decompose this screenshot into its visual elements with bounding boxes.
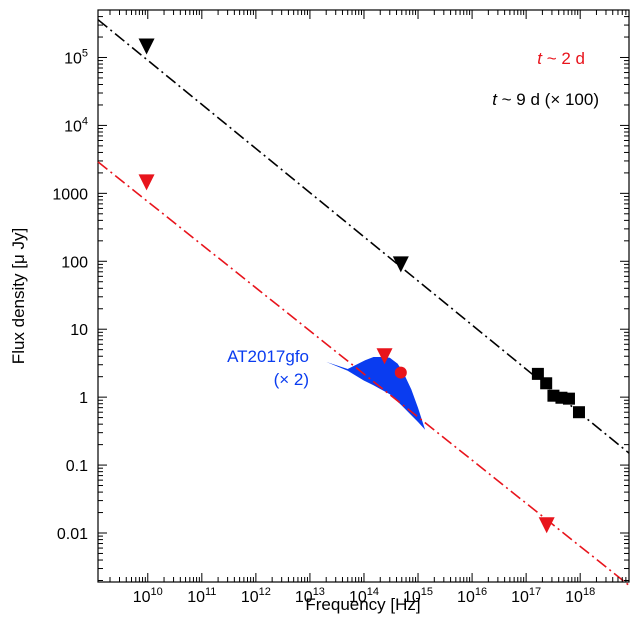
y-tick-label: 1000 [52,186,88,203]
detection-square-marker [531,367,544,380]
upper-limit-marker [392,256,409,273]
x-axis-title: Frequency [Hz] [305,595,420,614]
x-tick-label: 1016 [457,586,487,606]
x-tick-label: 1015 [403,586,433,606]
y-tick-label: 105 [64,47,88,67]
x-tick-label: 1011 [187,586,216,606]
detection-square-marker [572,406,585,419]
x-tick-label: 1010 [133,586,163,606]
fit-line-t9d [97,19,630,454]
legend-entry-t2d: t ~ 2 d [537,49,585,68]
y-axis-title: Flux density [μ Jy] [9,228,28,364]
x-tick-label: 1013 [295,586,325,606]
y-tick-label: 1 [79,390,88,407]
upper-limit-marker [138,174,155,191]
legend-entry-t9d: t ~ 9 d (× 100) [492,90,599,109]
band-label-scale: (× 2) [274,370,309,389]
band-label-name: AT2017gfo [227,347,309,366]
y-tick-label: 104 [64,115,88,135]
x-tick-label: 1014 [349,586,379,606]
y-tick-label: 10 [70,322,88,339]
y-tick-label: 100 [61,254,88,271]
detection-square-marker [540,377,553,390]
upper-limit-marker [538,517,555,534]
x-tick-label: 1012 [241,586,271,606]
y-tick-label: 0.01 [57,526,88,543]
kilonova-band [326,357,426,430]
upper-limit-marker [138,38,155,55]
x-tick-label: 1018 [565,586,595,606]
y-tick-label: 0.1 [66,458,88,475]
upper-limit-marker [376,348,393,365]
detection-square-marker [562,392,575,405]
fit-line-t2d [97,161,630,586]
x-tick-label: 1017 [511,586,541,606]
detection-circle-marker [394,366,407,379]
